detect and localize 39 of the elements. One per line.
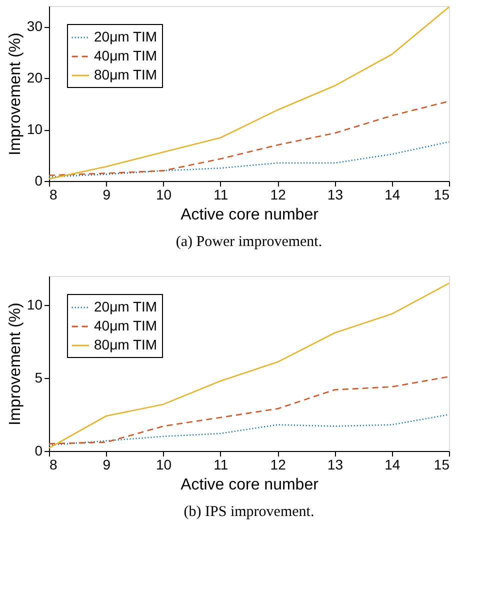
x-tick-label: 8 [50, 186, 58, 202]
x-tick-label: 11 [214, 456, 228, 472]
x-tick-label: 9 [102, 456, 111, 472]
x-axis-title: Active core number [180, 476, 320, 494]
x-tick-label: 9 [102, 186, 111, 202]
x-tick-label: 14 [384, 456, 400, 472]
x-tick-label: 14 [384, 186, 400, 202]
legend-label: 40μm TIM [94, 318, 158, 334]
x-tick-label: 12 [270, 186, 286, 202]
x-tick-label: 11 [214, 186, 228, 202]
x-tick-label: 15 [434, 456, 450, 472]
legend-label: 40μm TIM [94, 48, 158, 64]
x-tick-label: 13 [327, 186, 344, 202]
legend-label: 80μm TIM [94, 66, 158, 82]
x-tick-label: 10 [156, 186, 172, 202]
y-tick-label: 5 [34, 370, 43, 386]
y-axis-title: Improvement (%) [6, 32, 24, 156]
line-series [48, 141, 450, 178]
line-series [48, 282, 450, 449]
y-tick-label: 10 [26, 296, 43, 313]
x-tick-label: 13 [327, 456, 344, 472]
legend-label: 80μm TIM [94, 336, 158, 352]
y-tick-label: 0 [34, 442, 43, 458]
x-tick-label: 10 [156, 456, 172, 472]
legend-label: 20μm TIM [94, 28, 158, 44]
x-tick-label: 15 [434, 186, 450, 202]
y-tick-label: 30 [26, 18, 43, 34]
line-series [48, 414, 450, 446]
y-tick-label: 20 [26, 70, 43, 86]
legend-label: 20μm TIM [94, 298, 158, 314]
y-tick-label: 0 [34, 172, 43, 188]
x-tick-label: 12 [270, 456, 286, 472]
text: (a) Power improvement. [176, 234, 322, 250]
text: (b) IPS improvement. [184, 504, 314, 520]
x-tick-label: 8 [50, 456, 58, 472]
x-axis-title: Active core number [180, 206, 320, 224]
y-axis-title: Improvement (%) [6, 302, 24, 426]
line-series [48, 376, 450, 444]
y-tick-label: 10 [26, 121, 43, 138]
